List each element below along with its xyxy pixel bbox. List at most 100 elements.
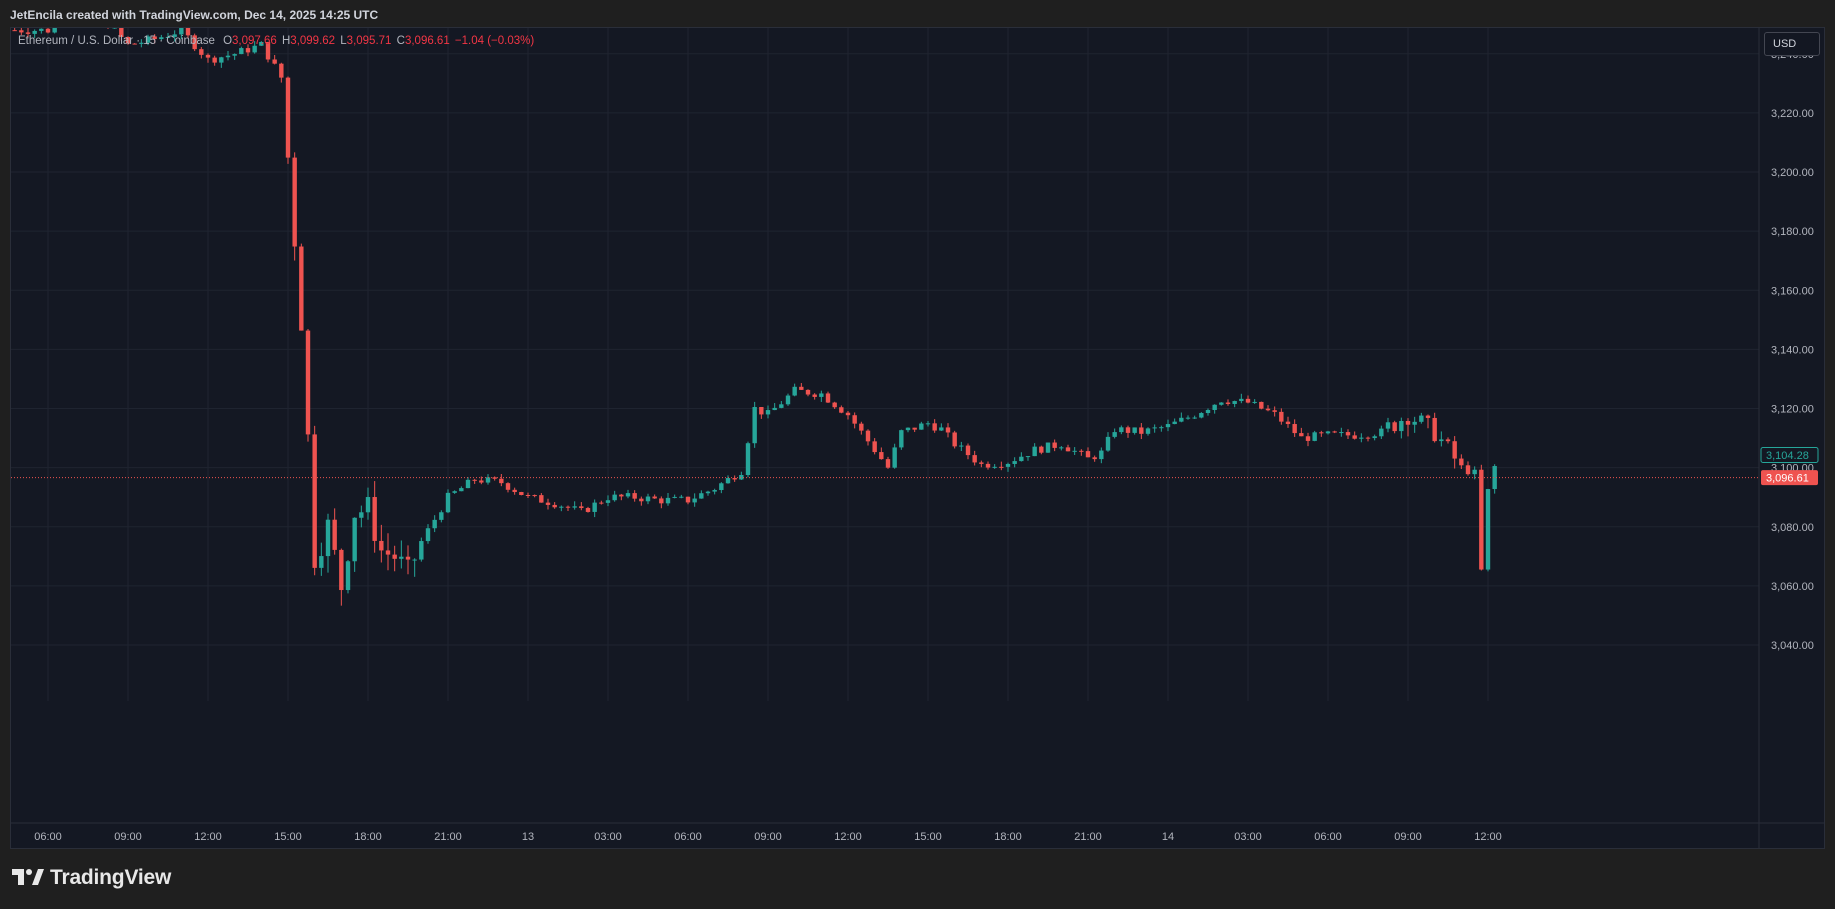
candle-body [185, 28, 191, 36]
candle-body [1099, 450, 1104, 460]
candlestick-chart[interactable]: 3,040.00 3,060.00 3,080.00 3,120.00 3,140.00… [11, 28, 1824, 848]
candle-body [625, 493, 631, 497]
candle-body [1225, 402, 1231, 404]
candle-body [645, 496, 651, 502]
candle-body [319, 556, 324, 568]
y-tick-label: 3,140.00 [1771, 344, 1814, 356]
candle-body [1212, 404, 1217, 410]
candle-body [1292, 424, 1297, 434]
candle-body [1032, 446, 1037, 457]
candle-body [425, 528, 431, 542]
candle-body [352, 517, 357, 562]
candle-body [865, 430, 871, 442]
candle-body [899, 430, 904, 448]
candle-body [812, 394, 817, 397]
candle-body [919, 423, 924, 430]
candle-body [752, 407, 757, 444]
last-price-tag [1761, 470, 1818, 486]
y-tick-label: 3,060.00 [1771, 581, 1814, 593]
candle-body [705, 491, 711, 494]
candle-body [1045, 442, 1051, 453]
y-tick-label: 3,040.00 [1771, 640, 1814, 652]
candle-body [639, 498, 644, 502]
open-label: O [223, 35, 233, 47]
candle-body [545, 502, 551, 505]
y-tick-label: 3,160.00 [1771, 285, 1814, 297]
candle-body [399, 556, 404, 559]
candle-body [665, 497, 671, 504]
candle-body [1072, 450, 1077, 452]
candle-body [252, 45, 257, 53]
candle-body [1119, 427, 1124, 433]
candle-body [719, 483, 724, 491]
candle-body [1385, 422, 1391, 429]
candle-body [405, 556, 411, 560]
candle-body [1332, 431, 1337, 433]
candle-body [265, 42, 271, 60]
candle-body [832, 402, 837, 408]
candle-body [759, 407, 764, 415]
y-tick-label: 3,080.00 [1771, 522, 1814, 534]
candle-body [779, 404, 784, 408]
x-tick-label: 21:00 [1074, 831, 1102, 843]
candle-body [1105, 436, 1111, 451]
x-tick-label: 18:00 [994, 831, 1022, 843]
candle-body [1379, 428, 1384, 437]
candle-body [479, 480, 484, 483]
candle-body [1219, 402, 1224, 405]
candle-body [879, 452, 884, 460]
candle-body [1232, 401, 1237, 404]
candle-body [979, 462, 984, 464]
candle-body [679, 496, 684, 498]
candle-body [1145, 428, 1151, 434]
low-value: 3,095.71 [346, 35, 392, 47]
candle-body [1345, 432, 1351, 436]
candle-body [365, 497, 371, 513]
x-tick-label: 12:00 [834, 831, 862, 843]
candle-body [552, 504, 557, 508]
candle-body [1312, 432, 1317, 441]
candle-body [1305, 436, 1311, 441]
candle-body [25, 32, 31, 34]
candle-body [1452, 441, 1457, 459]
candle-body [1192, 417, 1197, 419]
candle-body [672, 496, 677, 498]
candle-body [1245, 398, 1251, 403]
x-tick-label: 18:00 [354, 831, 382, 843]
candle-body [32, 30, 37, 34]
chart-pane[interactable]: 3,040.00 3,060.00 3,080.00 3,120.00 3,140.00… [10, 27, 1825, 849]
x-tick-label: 21:00 [434, 831, 462, 843]
candle-body [1085, 451, 1091, 458]
candle-body [1392, 422, 1397, 432]
candle-body [585, 508, 591, 512]
candle-body [799, 386, 804, 390]
candle-body [999, 466, 1004, 468]
currency-button[interactable]: USD [1764, 32, 1820, 56]
candle-body [1205, 409, 1211, 414]
candle-body [1319, 432, 1324, 434]
candle-body [692, 498, 697, 503]
candle-body [859, 423, 864, 431]
tradingview-logo-icon [12, 869, 44, 885]
candle-body [912, 427, 917, 430]
candle-body [1172, 421, 1177, 425]
candle-body [525, 495, 531, 497]
candle-body [19, 30, 24, 33]
candle-body [745, 443, 751, 475]
candle-body [819, 393, 824, 397]
candle-body [845, 412, 851, 416]
candle-body [925, 423, 931, 425]
candle-body [765, 410, 771, 415]
candle-body [445, 492, 451, 513]
candle-body [412, 559, 417, 561]
candle-body [379, 540, 384, 551]
candle-body [392, 554, 397, 559]
candle-body [652, 496, 657, 499]
candle-body [519, 492, 524, 496]
x-tick-label: 13 [522, 831, 534, 843]
candle-body [1039, 446, 1044, 453]
candle-body [952, 432, 957, 447]
candle-body [332, 519, 337, 550]
candle-body [905, 427, 911, 431]
symbol-legend: Ethereum / U.S. Dollar · 15 · Coinbase O… [18, 35, 534, 47]
